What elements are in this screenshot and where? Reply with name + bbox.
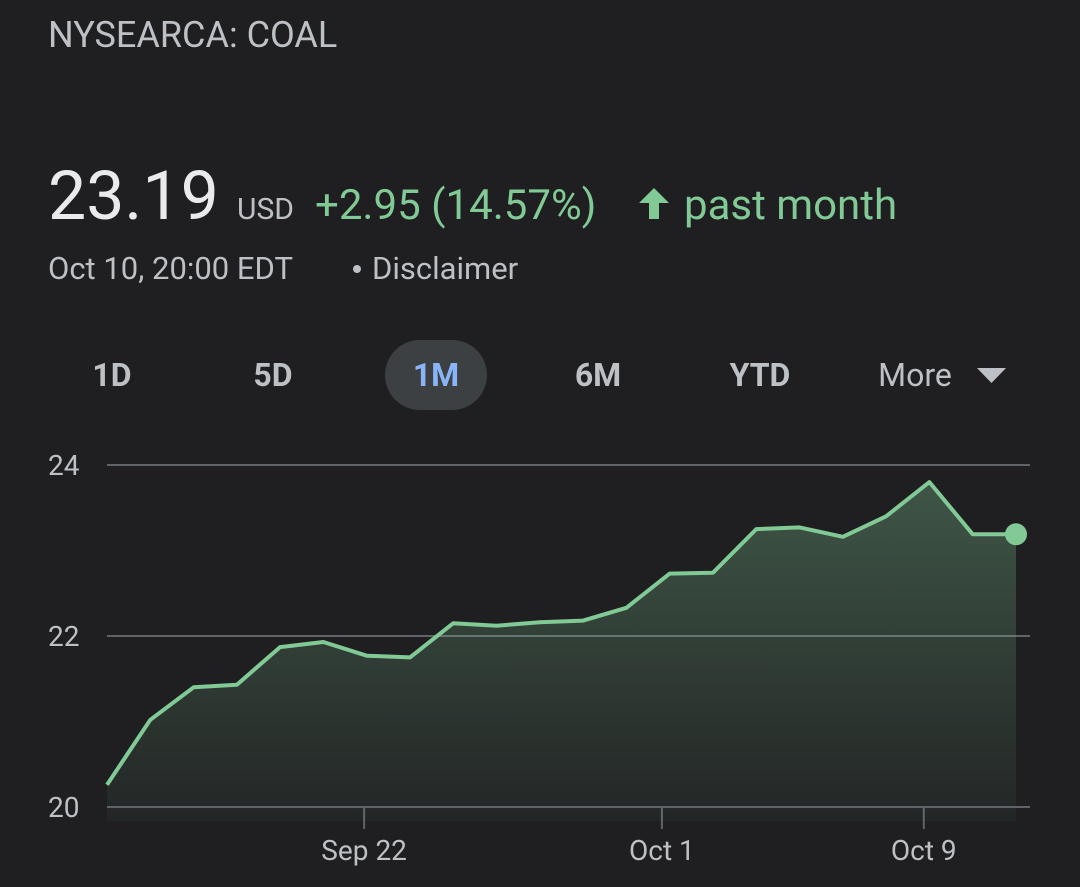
dropdown-triangle — [977, 368, 1006, 383]
currency: USD — [237, 192, 294, 227]
x-tick-label: Oct 9 — [891, 834, 957, 867]
range-button[interactable]: 5D — [253, 356, 292, 394]
x-tick-label: Sep 22 — [321, 834, 407, 867]
range-button[interactable]: More — [878, 356, 952, 394]
price: 23.19 — [48, 156, 219, 236]
ticker: NYSEARCA: COAL — [48, 14, 337, 56]
disclaimer-link[interactable]: Disclaimer — [372, 250, 519, 287]
price-line — [105, 480, 1016, 786]
area-fill — [107, 482, 1016, 821]
range-selector: 1D 5D 1M 6M YTD More — [92, 340, 1006, 410]
y-tick-label: 24 — [48, 449, 80, 482]
range-button[interactable]: 1D — [92, 356, 131, 394]
range-button[interactable]: 1M — [413, 356, 459, 394]
plot: 20 22 24 Sep 22 Oct 1 Oct 9 — [48, 449, 1030, 867]
separator-dot — [353, 265, 361, 273]
last-point — [1005, 523, 1027, 546]
range-button[interactable]: 6M — [575, 356, 621, 394]
change: +2.95 (14.57%) — [315, 181, 596, 230]
up-arrow — [639, 188, 669, 219]
y-tick-label: 22 — [48, 620, 79, 653]
range-button[interactable]: YTD — [730, 356, 791, 394]
timestamp: Oct 10, 20:00 EDT — [48, 250, 293, 287]
range-selected-pill — [385, 340, 487, 410]
y-tick-label: 20 — [48, 791, 79, 824]
period: past month — [684, 181, 897, 230]
x-tick-label: Oct 1 — [629, 834, 695, 867]
